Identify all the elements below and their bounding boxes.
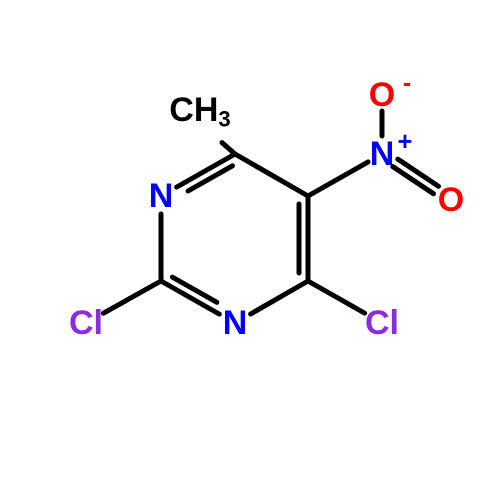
bond bbox=[308, 162, 368, 196]
atom-cl_right: Cl bbox=[365, 304, 399, 342]
atom-nitro_N: N bbox=[370, 135, 395, 173]
bond bbox=[222, 143, 235, 154]
atom-ring_bot: N bbox=[223, 304, 248, 342]
charge-nitro_O1: - bbox=[403, 69, 412, 97]
charge-nitro_N: + bbox=[398, 128, 413, 156]
atom-ch3: CH3 bbox=[169, 91, 230, 131]
molecule-diagram: NNCH3N+O-OClCl bbox=[0, 0, 500, 500]
atom-cl_left: Cl bbox=[69, 304, 103, 342]
atom-nitro_O2: O bbox=[438, 181, 464, 219]
atom-nitro_O1: O bbox=[369, 76, 395, 114]
atom-ring_tl: N bbox=[149, 177, 174, 215]
bond bbox=[251, 281, 308, 314]
bond bbox=[103, 281, 161, 313]
bond bbox=[235, 154, 308, 196]
bond bbox=[308, 281, 365, 313]
